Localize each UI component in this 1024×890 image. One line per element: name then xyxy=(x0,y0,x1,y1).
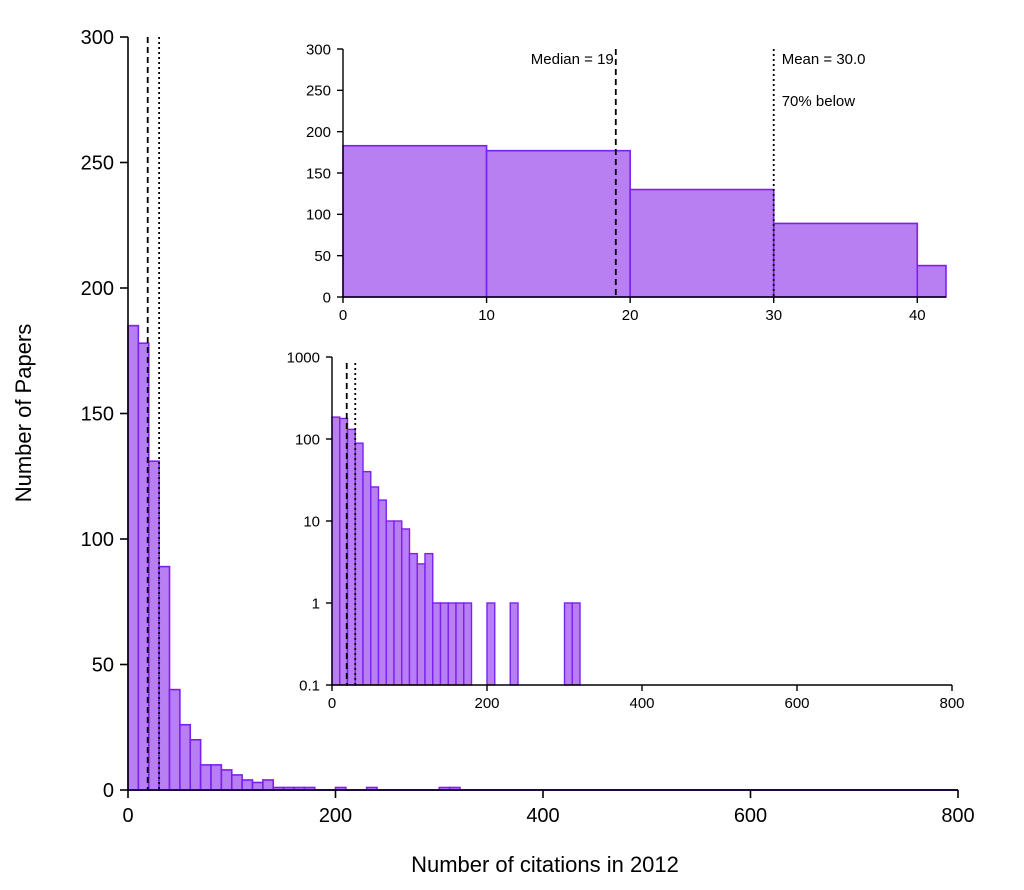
histogram-bar xyxy=(199,764,212,791)
histogram-bar xyxy=(331,416,341,686)
x-tick-label: 40 xyxy=(909,307,926,324)
y-tick-label: 50 xyxy=(92,655,114,677)
y-tick-label: 250 xyxy=(81,153,114,175)
histogram-bar xyxy=(189,738,202,791)
y-tick-label: 100 xyxy=(81,529,114,551)
histogram-bar xyxy=(346,428,356,686)
histogram-bar xyxy=(241,779,254,791)
inset_zoom-panel: 0 10 20 30 40 0 50 100 150 200 250 300 Median = 19 Me… xyxy=(306,41,947,324)
inset_zoom-axes: 0 10 20 30 40 0 50 100 150 200 250 300 xyxy=(306,41,946,324)
y-tick-label: 1 xyxy=(312,595,320,612)
x-tick-label: 30 xyxy=(765,307,782,324)
histogram-bar xyxy=(571,602,581,686)
x-tick-label: 600 xyxy=(784,695,809,712)
y-tick-label: 200 xyxy=(306,124,331,141)
histogram-bar xyxy=(210,764,223,791)
y-tick-label: 150 xyxy=(81,404,114,426)
histogram-bar xyxy=(362,470,372,686)
histogram-bar xyxy=(127,324,140,791)
histogram-bar xyxy=(168,688,181,791)
y-tick-label: 0 xyxy=(103,780,114,802)
x-tick-label: 200 xyxy=(474,695,499,712)
y-tick-label: 300 xyxy=(306,41,331,58)
inset_log-panel: 0 200 400 600 800 0.1 1 10 100 1000 xyxy=(287,349,965,712)
histogram-bar xyxy=(408,552,418,686)
histogram-bar xyxy=(432,602,442,686)
y-tick-label: 300 xyxy=(81,27,114,49)
histogram-bar xyxy=(262,779,275,791)
percent-below-annotation: 70% below xyxy=(782,93,856,110)
inset_log-axes: 0 200 400 600 800 0.1 1 10 100 1000 xyxy=(287,349,965,712)
y-tick-label: 150 xyxy=(306,165,331,182)
x-tick-label: 400 xyxy=(629,695,654,712)
histogram-bar xyxy=(424,552,434,686)
histogram-bar xyxy=(220,769,233,791)
x-tick-label: 0 xyxy=(328,695,336,712)
y-tick-label: 1000 xyxy=(287,349,320,366)
x-tick-label: 0 xyxy=(339,307,347,324)
histogram-bar xyxy=(509,602,519,686)
histogram-bar xyxy=(629,188,775,298)
y-tick-label: 0 xyxy=(323,289,331,306)
y-tick-label: 200 xyxy=(81,278,114,300)
x-tick-label: 400 xyxy=(526,805,559,827)
histogram-bar xyxy=(439,602,449,686)
histogram-bar xyxy=(463,602,473,686)
y-axis-title: Number of Papers xyxy=(11,324,36,503)
histogram-bar xyxy=(486,602,496,686)
histogram-bar xyxy=(354,442,364,686)
mean-annotation: Mean = 30.0 xyxy=(782,51,866,68)
y-tick-label: 100 xyxy=(295,431,320,448)
histogram-bar xyxy=(455,602,465,686)
x-tick-label: 20 xyxy=(622,307,639,324)
y-tick-label: 50 xyxy=(314,248,331,265)
x-tick-label: 800 xyxy=(941,805,974,827)
histogram-bar xyxy=(563,602,573,686)
histogram-bar xyxy=(485,149,631,298)
x-tick-label: 0 xyxy=(122,805,133,827)
histogram-bar xyxy=(179,723,192,791)
histogram-bar xyxy=(416,563,426,686)
y-tick-label: 100 xyxy=(306,207,331,224)
histogram-bar xyxy=(251,781,264,791)
histogram-bar xyxy=(158,565,171,791)
histogram-bar xyxy=(401,528,411,686)
x-tick-label: 800 xyxy=(939,695,964,712)
x-tick-label: 10 xyxy=(478,307,495,324)
histogram-bar xyxy=(342,144,488,298)
histogram-bar xyxy=(772,222,919,298)
histogram-bar xyxy=(370,486,380,686)
histogram-bar xyxy=(393,520,403,686)
x-axis-title: Number of citations in 2012 xyxy=(411,852,679,877)
y-tick-label: 10 xyxy=(303,513,320,530)
x-tick-label: 600 xyxy=(734,805,767,827)
histogram-bar xyxy=(377,499,387,686)
x-tick-label: 200 xyxy=(319,805,352,827)
histogram-bar xyxy=(147,460,160,791)
median-annotation: Median = 19 xyxy=(531,51,614,68)
histogram-bar xyxy=(916,264,947,298)
y-tick-label: 250 xyxy=(306,83,331,100)
histogram-bar xyxy=(230,774,243,791)
histogram-bar xyxy=(447,602,457,686)
histogram-bar xyxy=(385,520,395,686)
y-tick-label: 0.1 xyxy=(299,677,320,694)
